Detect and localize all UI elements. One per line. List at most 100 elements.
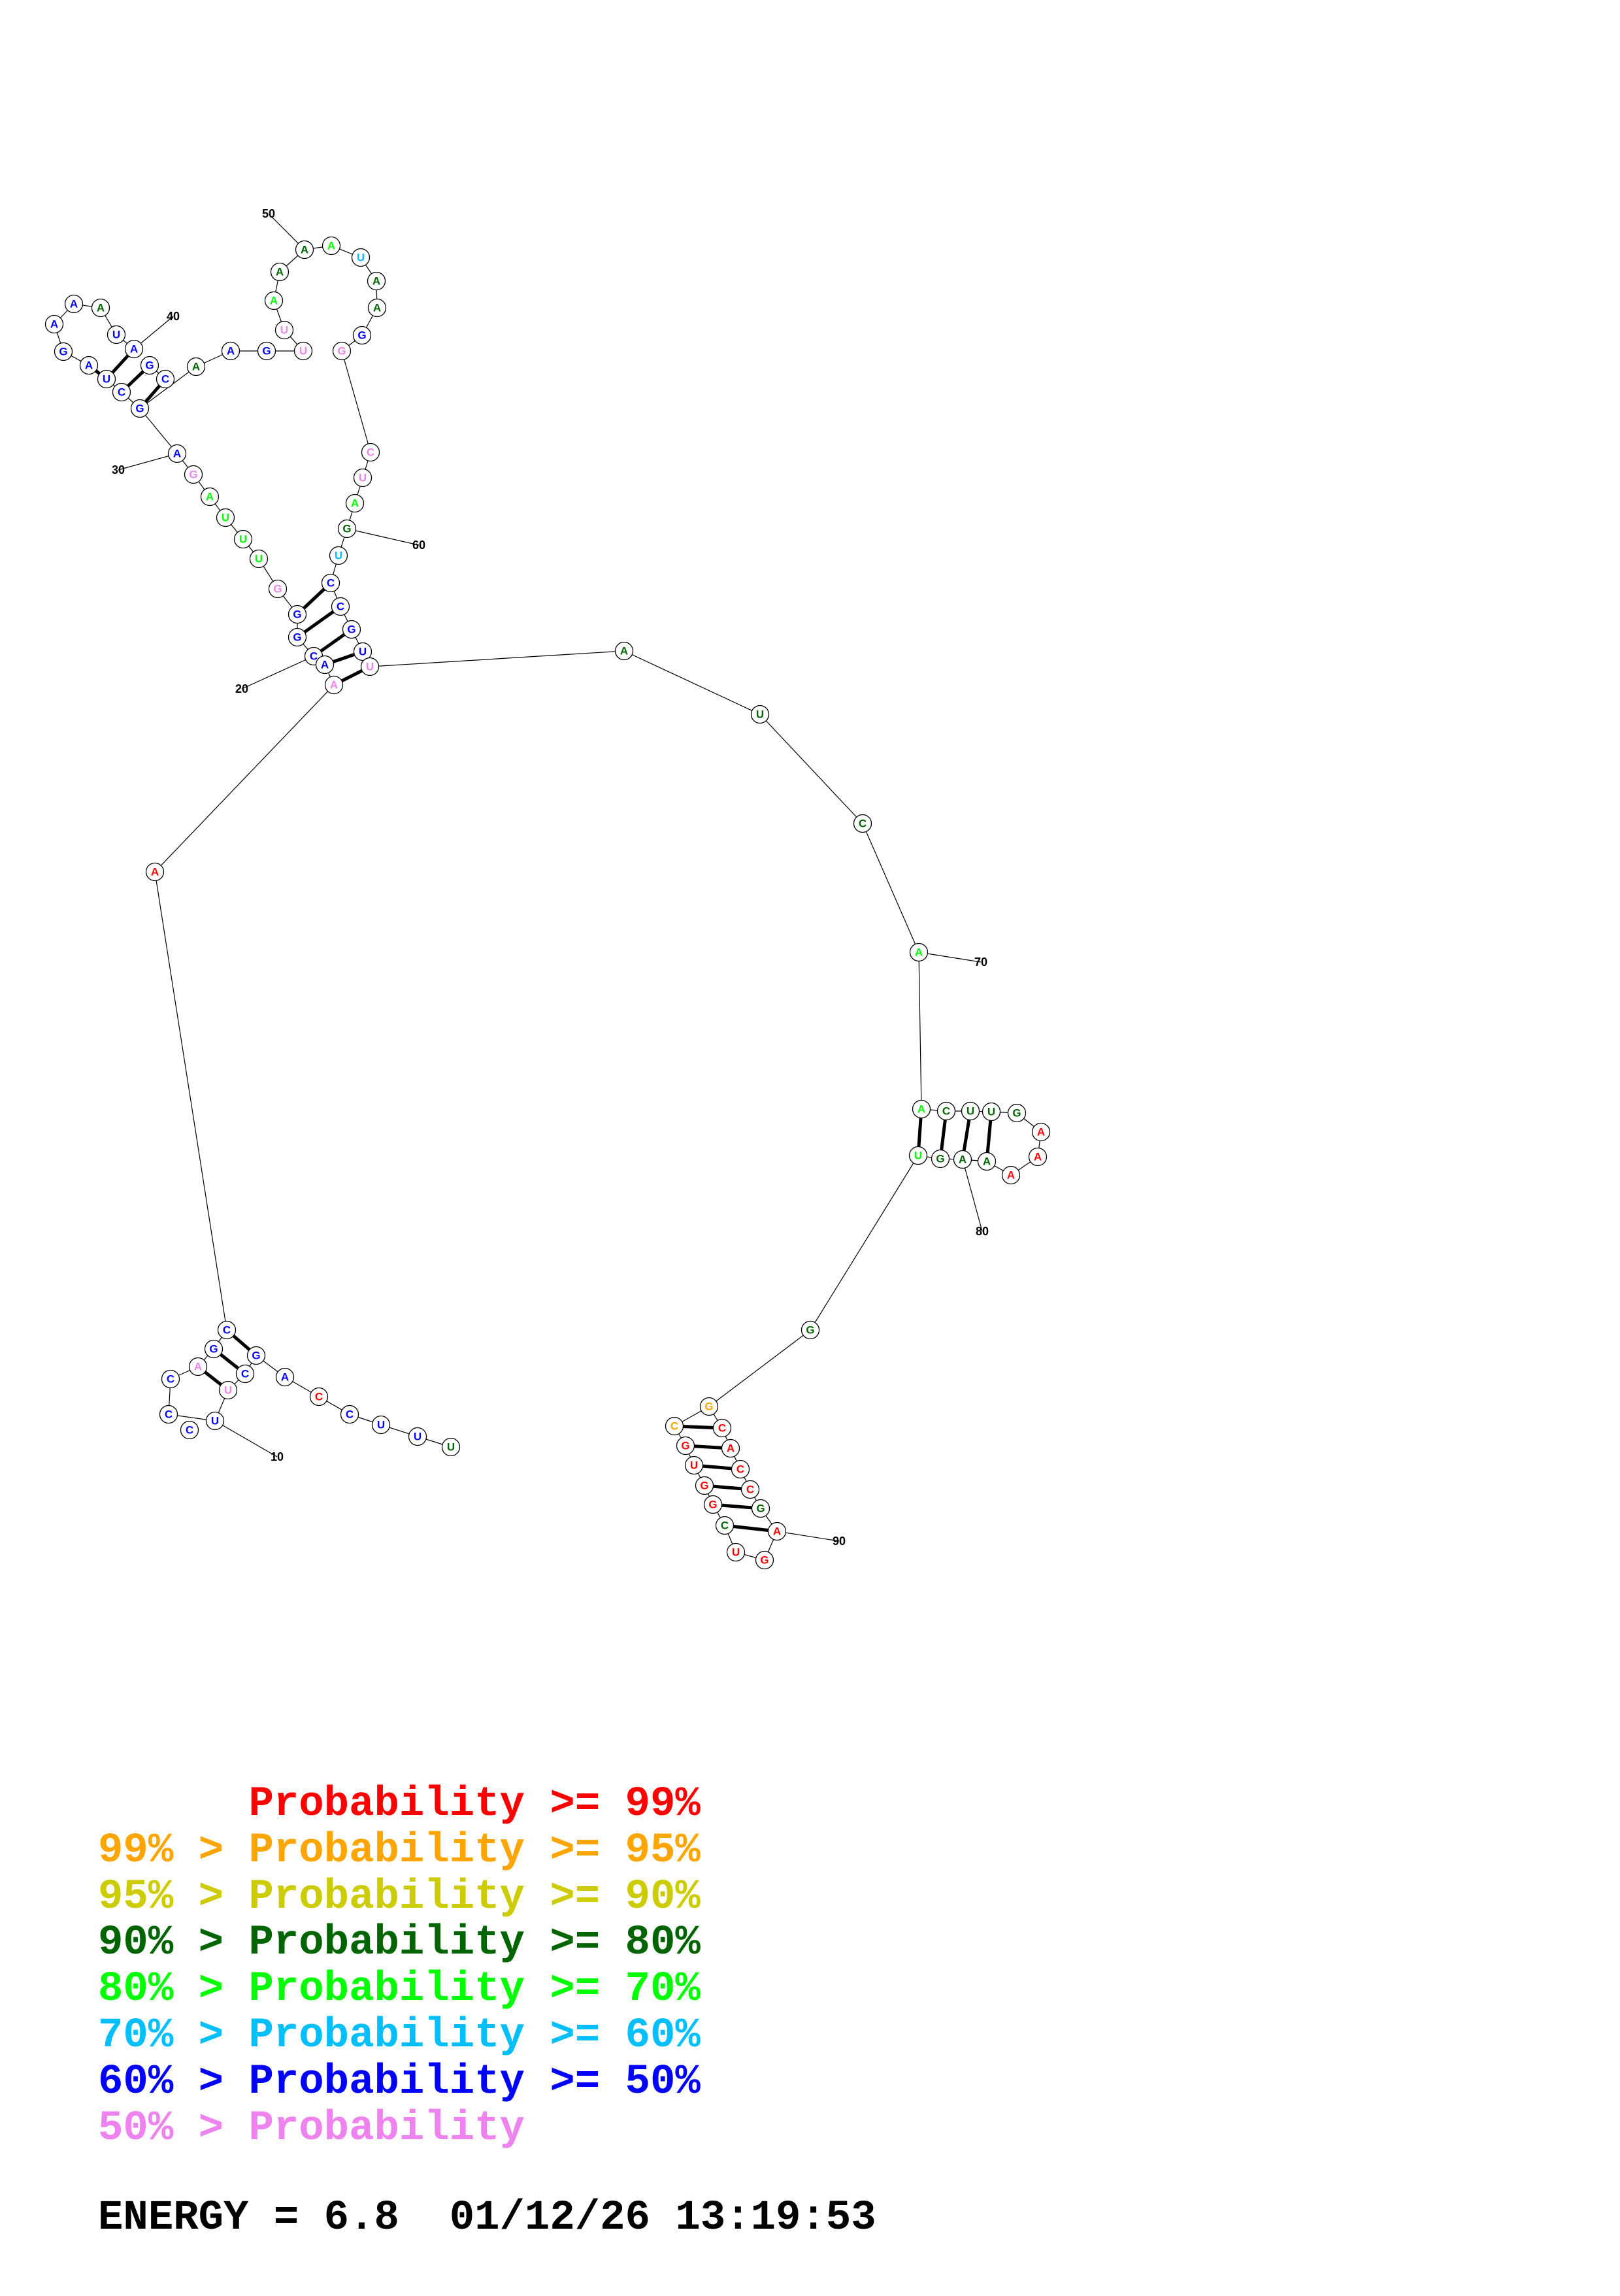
svg-text:C: C (161, 373, 169, 386)
svg-text:C: C (118, 386, 125, 399)
svg-text:U: U (366, 661, 374, 673)
svg-text:C: C (859, 818, 867, 830)
svg-text:U: U (112, 329, 120, 341)
svg-text:C: C (346, 1408, 354, 1421)
svg-text:A: A (270, 295, 278, 307)
svg-text:U: U (967, 1105, 974, 1118)
svg-text:C: C (736, 1463, 744, 1476)
svg-text:G: G (59, 346, 67, 358)
svg-text:A: A (281, 1371, 289, 1384)
svg-text:A: A (773, 1525, 781, 1538)
svg-text:U: U (280, 324, 288, 337)
svg-text:U: U (732, 1546, 740, 1559)
svg-text:G: G (708, 1499, 717, 1511)
svg-text:A: A (70, 298, 78, 310)
svg-text:C: C (223, 1324, 231, 1337)
svg-text:A: A (50, 318, 58, 331)
svg-text:A: A (206, 491, 214, 503)
svg-text:G: G (252, 1350, 260, 1362)
svg-text:C: C (186, 1424, 193, 1437)
svg-text:G: G (262, 345, 271, 358)
svg-text:A: A (983, 1156, 991, 1168)
svg-text:G: G (357, 329, 366, 342)
svg-text:A: A (1007, 1169, 1015, 1182)
svg-text:30: 30 (112, 463, 125, 476)
svg-text:A: A (192, 361, 200, 373)
svg-text:C: C (315, 1391, 323, 1403)
svg-text:C: C (327, 577, 335, 590)
svg-text:90: 90 (833, 1535, 846, 1548)
svg-text:C: C (167, 1373, 174, 1386)
svg-text:G: G (342, 523, 351, 535)
svg-text:A: A (194, 1361, 202, 1373)
svg-text:A: A (727, 1442, 735, 1455)
svg-text:C: C (718, 1422, 726, 1435)
svg-text:C: C (165, 1408, 173, 1421)
svg-text:G: G (1012, 1107, 1021, 1120)
svg-text:G: G (760, 1554, 769, 1567)
svg-text:U: U (447, 1441, 455, 1454)
svg-text:A: A (276, 266, 284, 278)
svg-text:A: A (620, 645, 628, 657)
svg-text:G: G (936, 1153, 944, 1165)
svg-text:U: U (222, 512, 229, 524)
svg-text:10: 10 (271, 1450, 284, 1463)
svg-text:A: A (1037, 1126, 1045, 1139)
svg-text:U: U (357, 252, 365, 264)
svg-text:U: U (690, 1459, 698, 1472)
svg-text:G: G (704, 1401, 713, 1413)
svg-text:G: G (135, 403, 144, 415)
svg-text:U: U (335, 550, 342, 562)
svg-text:A: A (1034, 1151, 1042, 1163)
svg-text:70: 70 (974, 956, 987, 969)
svg-text:U: U (914, 1150, 922, 1162)
svg-text:C: C (310, 650, 318, 663)
svg-text:A: A (130, 343, 138, 356)
svg-text:60: 60 (412, 539, 425, 552)
svg-text:G: G (681, 1440, 689, 1452)
svg-text:40: 40 (167, 310, 180, 323)
svg-text:C: C (942, 1105, 950, 1118)
svg-text:U: U (103, 373, 110, 386)
svg-text:A: A (351, 497, 359, 510)
svg-text:A: A (915, 946, 923, 959)
svg-text:U: U (299, 345, 307, 358)
svg-text:U: U (359, 646, 367, 658)
svg-text:G: G (700, 1480, 708, 1492)
svg-text:G: G (293, 608, 301, 621)
svg-text:G: G (145, 359, 154, 372)
svg-text:C: C (337, 601, 344, 613)
svg-text:A: A (373, 302, 381, 314)
svg-text:G: G (347, 624, 355, 636)
svg-text:G: G (293, 631, 301, 644)
svg-text:A: A (85, 359, 93, 372)
svg-text:U: U (224, 1384, 232, 1397)
svg-text:U: U (987, 1106, 995, 1118)
svg-text:U: U (414, 1431, 422, 1443)
svg-text:A: A (321, 659, 329, 671)
svg-text:A: A (151, 866, 159, 878)
svg-text:U: U (756, 708, 764, 721)
svg-text:A: A (173, 448, 181, 460)
svg-text:U: U (377, 1419, 385, 1431)
svg-text:A: A (97, 302, 105, 314)
svg-text:C: C (367, 446, 374, 459)
svg-text:A: A (327, 240, 335, 252)
svg-text:A: A (959, 1154, 967, 1166)
svg-text:A: A (330, 679, 338, 691)
svg-text:A: A (227, 345, 235, 358)
svg-text:G: G (209, 1343, 218, 1356)
svg-text:80: 80 (976, 1225, 989, 1238)
svg-text:G: G (189, 469, 197, 481)
svg-text:U: U (359, 472, 367, 484)
svg-text:U: U (255, 553, 263, 565)
svg-text:20: 20 (235, 682, 248, 695)
svg-text:G: G (756, 1503, 765, 1515)
svg-text:C: C (721, 1520, 729, 1532)
svg-text:A: A (372, 275, 380, 288)
svg-text:U: U (239, 533, 247, 546)
svg-text:C: C (670, 1420, 678, 1433)
svg-text:A: A (301, 244, 308, 256)
svg-text:G: G (337, 345, 346, 358)
svg-text:G: G (806, 1324, 814, 1337)
